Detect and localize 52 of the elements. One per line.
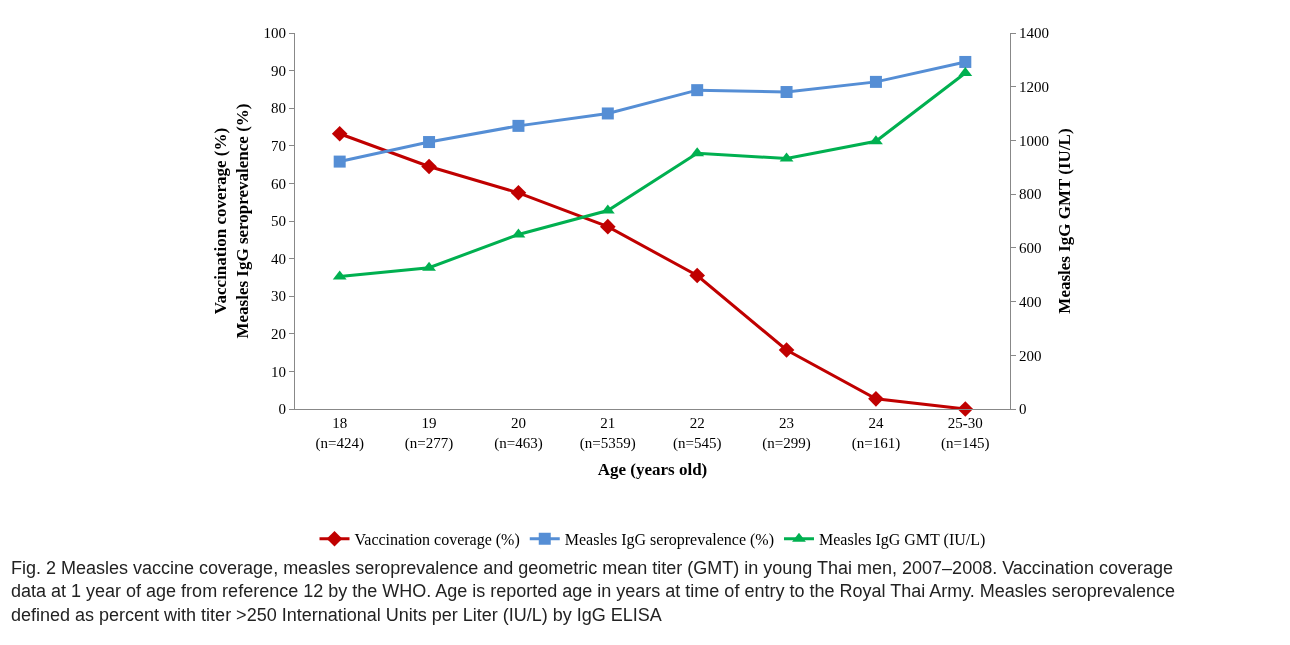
x-tick-label: 19 (n=277) bbox=[404, 415, 454, 452]
point bbox=[423, 136, 436, 149]
y-tick-label: 60 bbox=[271, 175, 286, 192]
y2-axis-title: Measles IgG GMT (IU/L) bbox=[1055, 128, 1075, 314]
y2-tick-label: 600 bbox=[1019, 240, 1042, 257]
point bbox=[868, 391, 884, 407]
point bbox=[691, 84, 704, 97]
legend-label: Measles IgG seroprevalence (%) bbox=[564, 530, 774, 549]
x-tick-label: 21 (n=5359) bbox=[579, 415, 636, 452]
x-tick-label: 20 (n=463) bbox=[494, 415, 543, 452]
y-tick-label: 20 bbox=[271, 326, 286, 343]
y-tick-label: 0 bbox=[278, 401, 286, 418]
point bbox=[957, 401, 974, 417]
y-tick-label: 70 bbox=[271, 138, 286, 155]
y2-tick-label: 800 bbox=[1019, 186, 1042, 203]
y2-tick-label: 1000 bbox=[1019, 132, 1049, 149]
caption: Fig. 2 Measles vaccine coverage, measles seroprevalence and geometric mean titer (GMT) in young Thai men, 2007–2008. Vaccination coverage data at 1 year of age from reference 12 by the WHO. Age is reported age in years at time of entry to the Royal Thai Army. Measles seroprevalence defined as percent with titer >250 International Units per Liter (IU/L) by IgG ELISA bbox=[11, 558, 1175, 625]
y-axis-title: Vaccination coverage (%) Measles IgG seroprevalence (%) bbox=[210, 103, 253, 339]
x-tick-label: 18 (n=424) bbox=[315, 415, 364, 452]
y-tick-label: 40 bbox=[271, 250, 286, 267]
legend-label: Vaccination coverage (%) bbox=[354, 530, 520, 549]
y-tick-label: 10 bbox=[271, 363, 286, 380]
y2-tick-label: 1400 bbox=[1019, 25, 1049, 42]
point bbox=[422, 261, 436, 271]
point bbox=[869, 135, 883, 145]
y-tick-label: 100 bbox=[263, 25, 286, 42]
y-tick-label: 50 bbox=[271, 213, 286, 230]
point bbox=[780, 86, 793, 99]
point bbox=[600, 218, 616, 235]
point bbox=[778, 342, 795, 358]
point bbox=[689, 267, 705, 284]
y-tick-label: 30 bbox=[271, 288, 286, 305]
point bbox=[331, 125, 348, 142]
point bbox=[421, 158, 437, 175]
y2-tick-label: 400 bbox=[1019, 293, 1042, 310]
point bbox=[959, 55, 972, 68]
point bbox=[333, 155, 346, 168]
point bbox=[510, 185, 527, 201]
y2-tick-label: 1200 bbox=[1019, 78, 1049, 95]
x-tick-label: 23 (n=299) bbox=[762, 415, 811, 452]
point bbox=[512, 119, 525, 132]
x-tick-label: 25-30 (n=145) bbox=[941, 415, 990, 452]
x-tick-label: 22 (n=545) bbox=[672, 415, 722, 452]
y-tick-label: 90 bbox=[271, 62, 286, 79]
y-tick-label: 80 bbox=[271, 100, 286, 117]
legend-label: Measles IgG GMT (IU/L) bbox=[818, 530, 986, 549]
point bbox=[601, 107, 614, 120]
y2-tick-label: 200 bbox=[1019, 347, 1042, 364]
x-tick-label: 24 (n=161) bbox=[851, 415, 901, 452]
x-axis-title: Age (years old) bbox=[597, 459, 708, 479]
y2-tick-label: 0 bbox=[1019, 401, 1027, 418]
point bbox=[869, 75, 882, 88]
